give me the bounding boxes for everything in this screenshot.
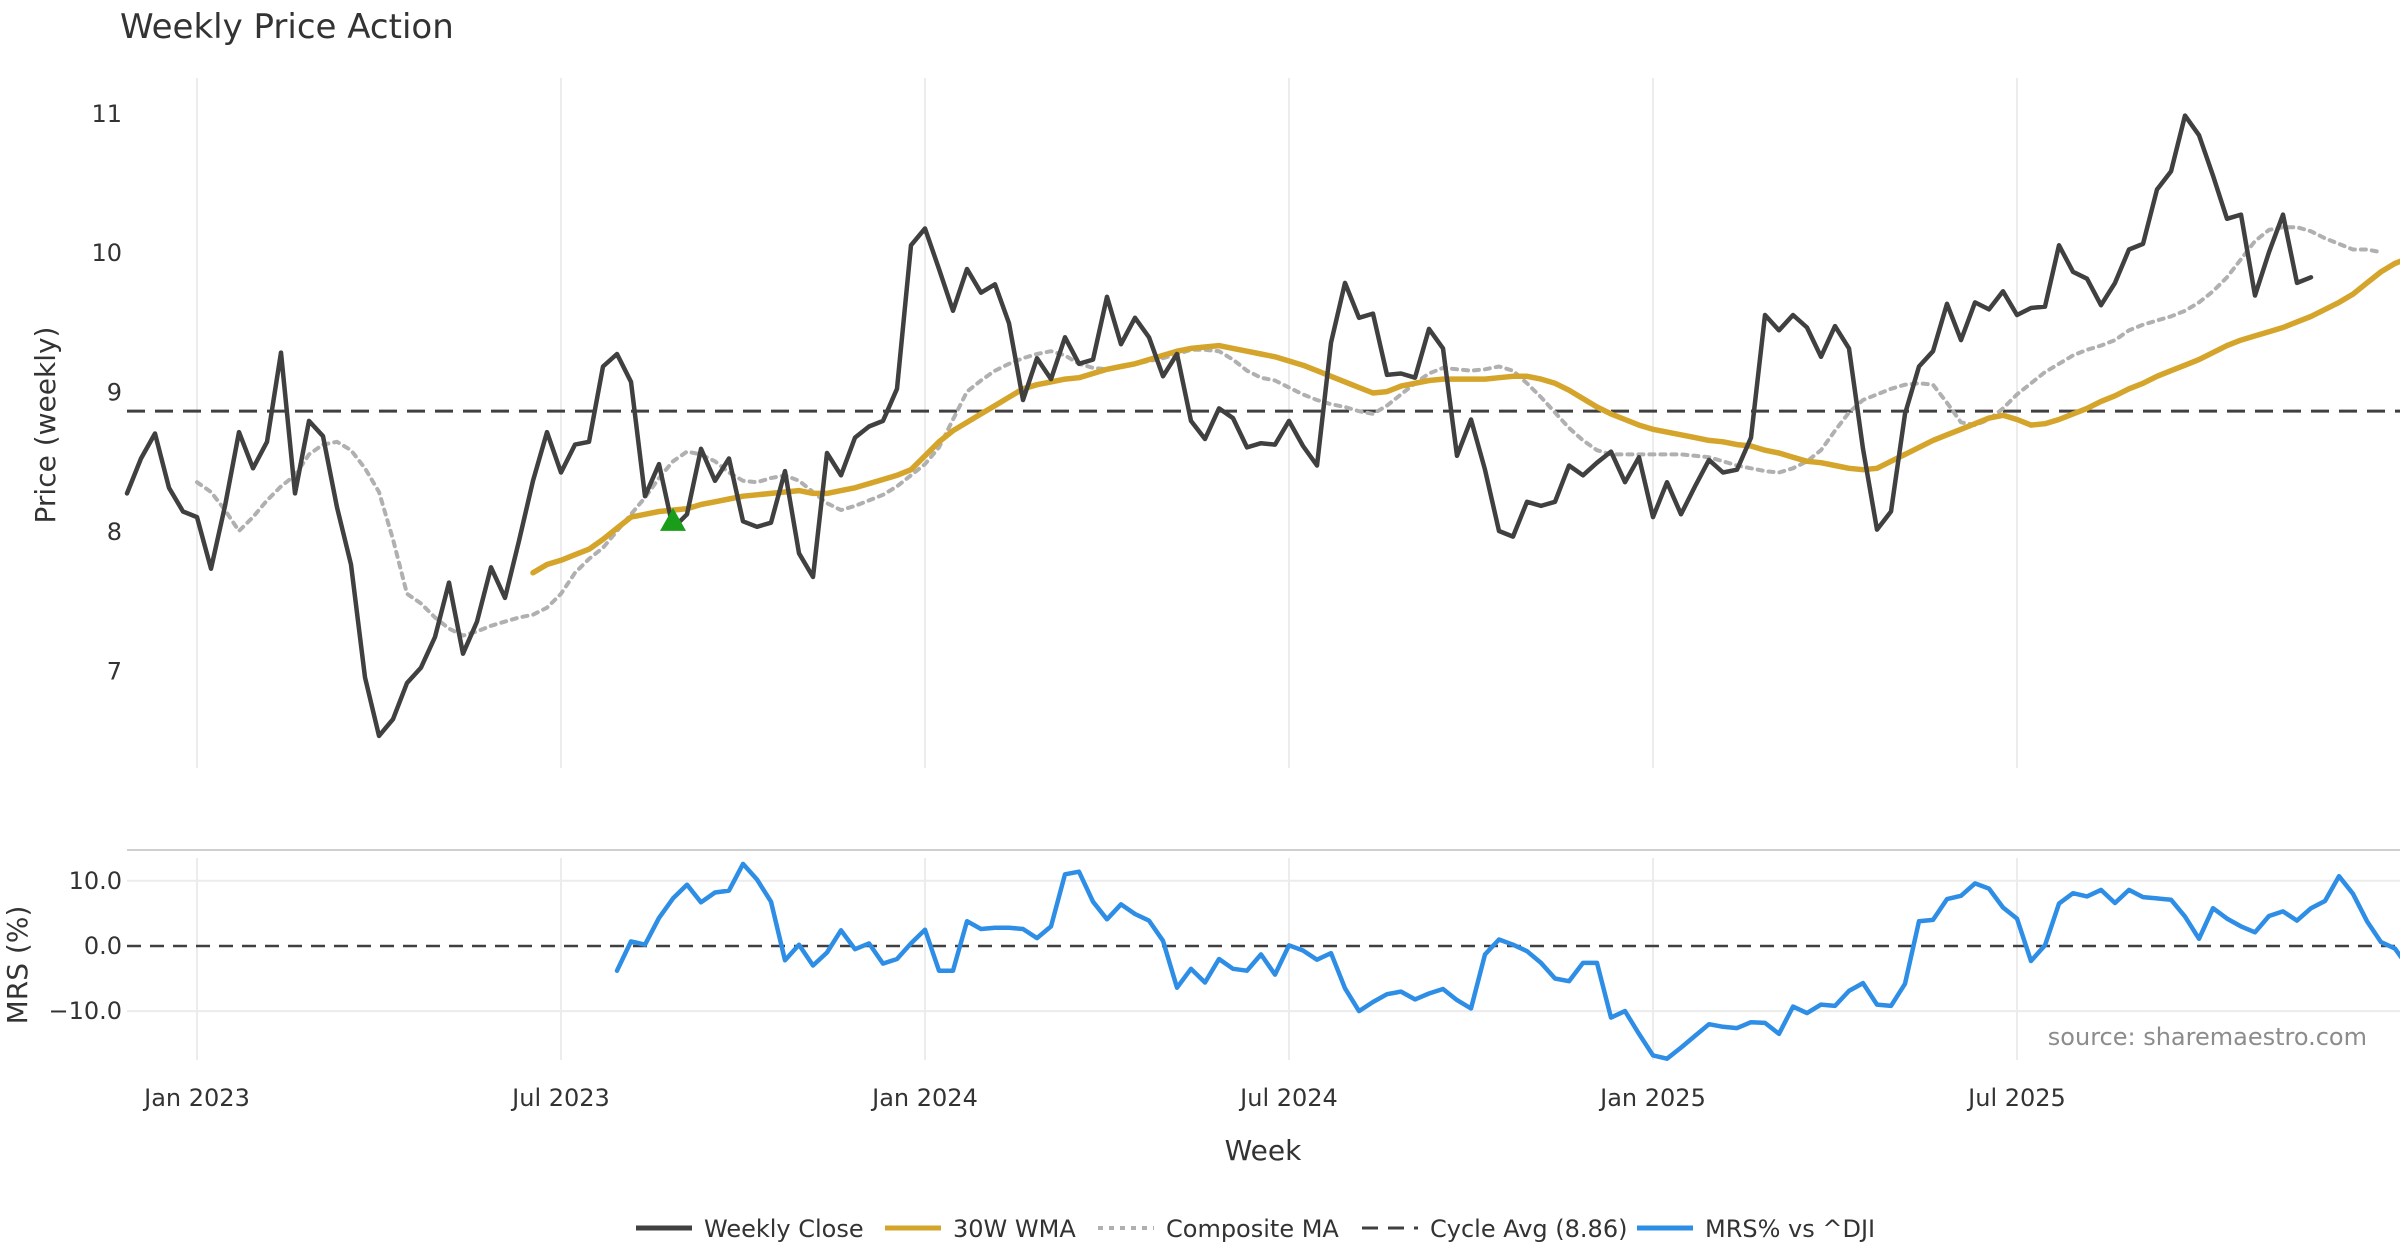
price-y-tick-label: 7 — [107, 657, 122, 685]
legend-label: 30W WMA — [953, 1215, 1076, 1243]
mrs-y-ticks: 10.0 0.0 −10.0 — [48, 867, 122, 1025]
legend-item-30w-wma: 30W WMA — [885, 1215, 1076, 1243]
source-note: source: sharemaestro.com — [2048, 1023, 2367, 1051]
price-y-tick-label: 8 — [107, 518, 122, 546]
price-y-ticks: 7 8 9 10 11 — [91, 100, 122, 686]
price-y-tick-label: 10 — [91, 239, 122, 267]
legend: Weekly Close 30W WMA Composite MA Cycle Avg… — [636, 1215, 1875, 1243]
legend-item-weekly-close: Weekly Close — [636, 1215, 864, 1243]
mrs-y-tick-label: 0.0 — [84, 932, 122, 960]
x-ticks: Jan 2023 Jul 2023 Jan 2024 Jul 2024 Jan 2025… — [142, 1084, 2066, 1112]
series-composite-ma — [195, 225, 2383, 638]
x-tick-label: Jan 2023 — [142, 1084, 250, 1112]
x-tick-label: Jul 2023 — [510, 1084, 610, 1112]
price-y-tick-label: 9 — [107, 379, 122, 407]
legend-label: MRS% vs ^DJI — [1705, 1215, 1875, 1243]
legend-item-mrs-vs-dji: MRS% vs ^DJI — [1637, 1215, 1875, 1243]
buy-signal-marker — [660, 507, 686, 531]
legend-label: Composite MA — [1166, 1215, 1339, 1243]
price-grid — [196, 78, 2018, 768]
price-y-tick-label: 11 — [91, 100, 122, 128]
series-weekly-close — [124, 113, 2314, 739]
x-tick-label: Jan 2024 — [870, 1084, 978, 1112]
series-mrs-vs-dji — [614, 861, 2400, 1061]
x-tick-label: Jul 2025 — [1966, 1084, 2066, 1112]
x-tick-label: Jan 2025 — [1598, 1084, 1706, 1112]
x-tick-label: Jul 2024 — [1238, 1084, 1338, 1112]
mrs-y-tick-label: −10.0 — [48, 997, 122, 1025]
legend-label: Cycle Avg (8.86) — [1430, 1215, 1627, 1243]
chart-title: Weekly Price Action — [120, 7, 454, 47]
legend-item-composite-ma: Composite MA — [1098, 1215, 1339, 1243]
price-y-axis-label: Price (weekly) — [29, 327, 62, 524]
mrs-grid — [127, 858, 2400, 1060]
legend-label: Weekly Close — [704, 1215, 864, 1243]
legend-item-cycle-avg-8-86: Cycle Avg (8.86) — [1362, 1215, 1627, 1243]
mrs-y-tick-label: 10.0 — [69, 867, 122, 895]
x-axis-label: Week — [1225, 1134, 1302, 1167]
series-30w-wma — [530, 258, 2400, 576]
price-series — [124, 113, 2400, 739]
mrs-y-axis-label: MRS (%) — [1, 906, 34, 1025]
mrs-series — [127, 861, 2400, 1061]
